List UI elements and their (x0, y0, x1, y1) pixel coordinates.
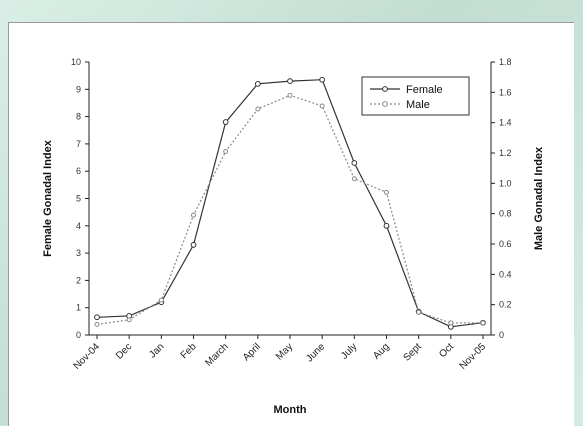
left-tick-label: 2 (76, 275, 81, 285)
data-point-female (254, 80, 261, 87)
data-point-male (448, 320, 454, 326)
x-tick-label: Feb (179, 341, 199, 361)
x-tick-label: Nov-04 (72, 341, 103, 372)
data-point-female (351, 160, 358, 166)
left-tick-label: 6 (76, 166, 81, 176)
right-tick-label: 0.8 (499, 209, 512, 219)
data-point-male (384, 189, 389, 195)
right-axis-ticks: 0 0.2 0.4 0.6 0.8 1.0 1.2 1.4 1.6 1.8 (491, 57, 512, 340)
left-tick-label: 10 (71, 57, 81, 67)
data-point-male (287, 92, 293, 98)
left-tick-label: 8 (76, 112, 81, 122)
series-line-male (96, 94, 483, 325)
x-tick-label: Sept (401, 341, 423, 363)
right-tick-label: 0.2 (499, 300, 512, 310)
left-tick-label: 1 (76, 303, 81, 313)
data-point-male (351, 176, 357, 182)
right-tick-label: 1.8 (499, 57, 512, 67)
legend-box (361, 76, 470, 116)
left-axis-title: Female Gonadal Index (42, 139, 54, 257)
x-tick-label: Jan (147, 341, 166, 360)
x-tick-label: March (203, 341, 230, 368)
right-tick-label: 1.6 (499, 87, 512, 97)
legend: Female Male (361, 76, 470, 116)
chart-panel: 0 1 2 3 4 5 6 7 8 9 10 0 0.2 0.4 0.6 0.8 1.0 1.2 1.4 1.6 1.… (8, 22, 574, 426)
x-tick-label: June (304, 341, 327, 364)
data-point-male (223, 148, 229, 154)
x-tick-label: Dec (114, 341, 134, 361)
series-layer (94, 76, 486, 330)
right-tick-label: 0.4 (499, 269, 512, 279)
data-point-female (319, 76, 326, 83)
left-tick-label: 0 (76, 330, 81, 340)
data-point-male (255, 106, 261, 112)
left-axis-ticks: 0 1 2 3 4 5 6 7 8 9 10 (71, 57, 89, 340)
right-tick-label: 1.0 (499, 178, 512, 188)
legend-label-female: Female (406, 84, 443, 96)
data-point-male (94, 321, 100, 327)
right-tick-label: 1.4 (499, 118, 512, 128)
x-tick-label: May (274, 341, 295, 362)
x-tick-label: April (241, 341, 263, 363)
right-tick-label: 1.2 (499, 148, 512, 158)
x-axis-title: Month (274, 404, 307, 416)
right-tick-label: 0.6 (499, 239, 512, 249)
data-point-female (287, 78, 293, 85)
legend-marker-female (382, 86, 388, 92)
legend-marker-male (382, 101, 388, 107)
data-point-female (222, 119, 229, 125)
left-tick-label: 3 (76, 248, 81, 258)
chart-svg: 0 1 2 3 4 5 6 7 8 9 10 0 0.2 0.4 0.6 0.8 1.0 1.2 1.4 1.6 1.… (42, 57, 545, 416)
left-tick-label: 7 (76, 139, 81, 149)
series-line-female (96, 79, 484, 328)
data-point-male (191, 212, 196, 218)
x-tick-label: Oct (437, 341, 456, 360)
data-point-male (480, 320, 486, 326)
x-tick-label: Nov-05 (458, 341, 489, 372)
data-point-male (319, 103, 325, 109)
data-point-male (158, 297, 164, 303)
x-tick-label: July (339, 341, 359, 361)
data-point-female (190, 242, 197, 248)
left-tick-label: 5 (76, 194, 81, 204)
left-tick-label: 9 (76, 84, 81, 94)
legend-label-male: Male (406, 99, 430, 111)
data-point-female (383, 222, 390, 229)
right-tick-label: 0 (499, 330, 504, 340)
right-axis-title: Male Gonadal Index (533, 146, 545, 250)
data-point-female (94, 314, 100, 321)
data-point-male (126, 317, 132, 323)
left-tick-label: 4 (76, 221, 81, 231)
x-tick-label: Aug (371, 341, 391, 361)
data-point-male (416, 309, 422, 315)
x-axis-ticks: Nov-04 Dec Jan Feb March April May June July Aug S… (72, 335, 489, 372)
